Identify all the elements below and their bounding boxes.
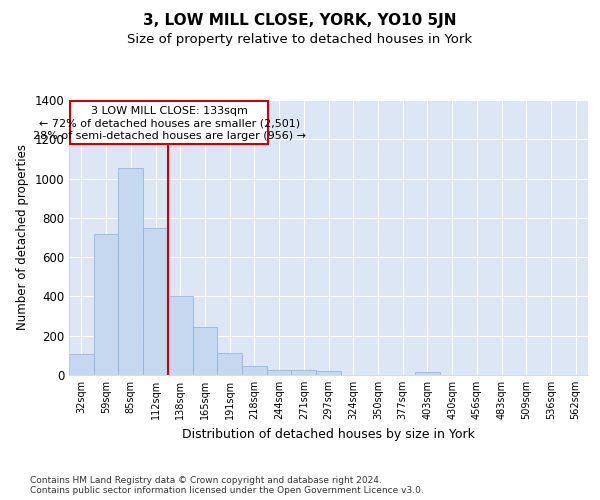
Text: 3 LOW MILL CLOSE: 133sqm: 3 LOW MILL CLOSE: 133sqm [91,106,248,116]
Bar [69,354,94,375]
Text: ← 72% of detached houses are smaller (2,501): ← 72% of detached houses are smaller (2,… [38,118,299,128]
Bar [242,366,267,375]
Bar [118,168,143,375]
X-axis label: Distribution of detached houses by size in York: Distribution of detached houses by size … [182,428,475,440]
Text: Contains HM Land Registry data © Crown copyright and database right 2024.
Contai: Contains HM Land Registry data © Crown c… [30,476,424,495]
Bar [143,228,168,375]
Bar [316,371,341,375]
Text: 28% of semi-detached houses are larger (956) →: 28% of semi-detached houses are larger (… [32,132,305,141]
FancyBboxPatch shape [70,101,268,144]
Bar [292,370,316,375]
Bar [168,296,193,375]
Bar [193,327,217,375]
Bar [267,370,292,375]
Y-axis label: Number of detached properties: Number of detached properties [16,144,29,330]
Bar [415,372,440,375]
Bar [217,354,242,375]
Text: 3, LOW MILL CLOSE, YORK, YO10 5JN: 3, LOW MILL CLOSE, YORK, YO10 5JN [143,12,457,28]
Bar [94,234,118,375]
Text: Size of property relative to detached houses in York: Size of property relative to detached ho… [127,32,473,46]
